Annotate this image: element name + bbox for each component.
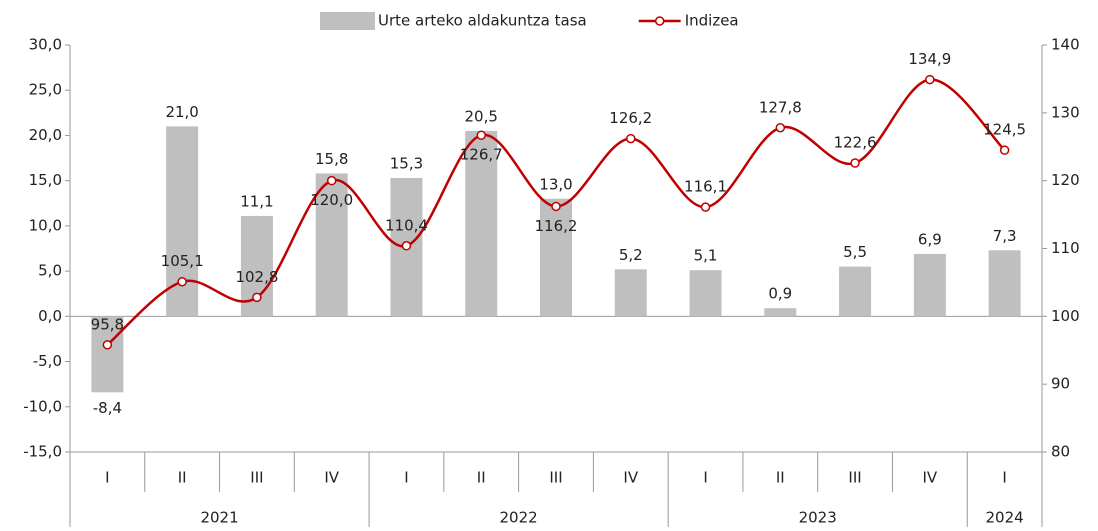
x-tick-label: III [549,469,562,487]
x-tick-label: I [404,469,408,487]
index-marker [626,133,636,144]
index-marker [925,74,935,85]
y2-tick-label: 90 [1051,375,1070,393]
bar-value-label: 5,5 [843,243,867,261]
bar [764,308,797,317]
index-marker [551,201,561,212]
bar-value-label: 6,9 [918,230,942,248]
index-marker [476,130,486,140]
index-value-label: 122,6 [834,134,877,152]
index-value-label: 116,2 [535,217,578,235]
index-marker [177,276,187,287]
group-label: 2024 [986,509,1024,527]
index-marker [401,241,412,251]
bar [465,130,498,317]
index-value-label: 134,9 [908,50,951,68]
legend-label: Urte arteko aldakuntza tasa [378,12,587,30]
legend-swatch [320,12,375,30]
index-value-label: 116,1 [684,178,727,196]
y-tick-label: -5,0 [33,352,62,370]
index-marker [775,123,786,133]
bar-value-label: 0,9 [768,285,792,303]
x-tick-label: II [776,469,785,487]
bar-value-label: 13,0 [539,175,572,193]
y-tick-label: 5,0 [38,262,62,280]
group-label: 2021 [200,509,238,527]
legend-label: Indizea [685,12,739,30]
x-tick-label: III [848,469,861,487]
index-value-label: 120,0 [310,191,353,209]
bar-value-label: 7,3 [993,227,1017,245]
y-tick-label: 0,0 [38,307,62,325]
index-value-label: 127,8 [759,98,802,116]
y-tick-label: -15,0 [23,443,62,461]
index-value-label: 126,7 [460,146,503,164]
index-marker [700,202,711,212]
x-tick-label: I [105,469,109,487]
x-tick-label: IV [324,469,339,487]
bar [91,316,124,393]
bar-value-label: -8,4 [93,399,122,417]
y2-tick-label: 130 [1051,103,1080,121]
index-marker [102,340,113,350]
index-marker [850,158,860,168]
index-marker [326,175,337,186]
y-tick-label: 15,0 [29,171,62,189]
y-tick-label: 25,0 [29,81,62,99]
y-tick-label: 10,0 [29,216,62,234]
bar-value-label: 5,1 [694,247,718,265]
index-value-label: 95,8 [91,315,124,333]
group-label: 2022 [500,509,538,527]
group-label: 2023 [799,509,837,527]
bar [839,266,872,317]
bar [913,253,946,317]
bar-value-label: 5,2 [619,246,643,264]
bar [614,269,647,317]
x-tick-label: I [1002,469,1006,487]
y-tick-label: -10,0 [23,397,62,415]
x-tick-label: I [703,469,707,487]
bar-value-label: 21,0 [165,103,198,121]
index-value-label: 124,5 [983,121,1026,139]
y-tick-label: 20,0 [29,126,62,144]
y2-tick-label: 120 [1051,171,1080,189]
x-tick-label: IV [623,469,638,487]
bar-value-label: 11,1 [240,192,273,210]
x-tick-label: III [250,469,263,487]
bar-value-label: 20,5 [465,107,498,125]
index-marker [252,292,262,303]
y2-tick-label: 100 [1051,307,1080,325]
y2-tick-label: 80 [1051,443,1070,461]
bar [540,198,572,317]
index-value-label: 126,2 [609,109,652,127]
bar-value-label: 15,3 [390,154,423,172]
y-tick-label: 30,0 [29,36,62,54]
y2-tick-label: 140 [1051,36,1080,54]
index-marker [999,145,1010,155]
bar [315,173,348,317]
index-value-label: 102,8 [235,268,278,286]
y2-tick-label: 110 [1051,239,1080,257]
bar [689,270,722,317]
bar [988,250,1021,317]
index-value-label: 105,1 [161,252,204,270]
legend-marker [654,16,665,26]
index-value-label: 110,4 [385,216,428,234]
x-tick-label: II [178,469,187,487]
x-tick-label: IV [923,469,938,487]
bar-value-label: 15,8 [315,150,348,168]
x-tick-label: II [477,469,486,487]
